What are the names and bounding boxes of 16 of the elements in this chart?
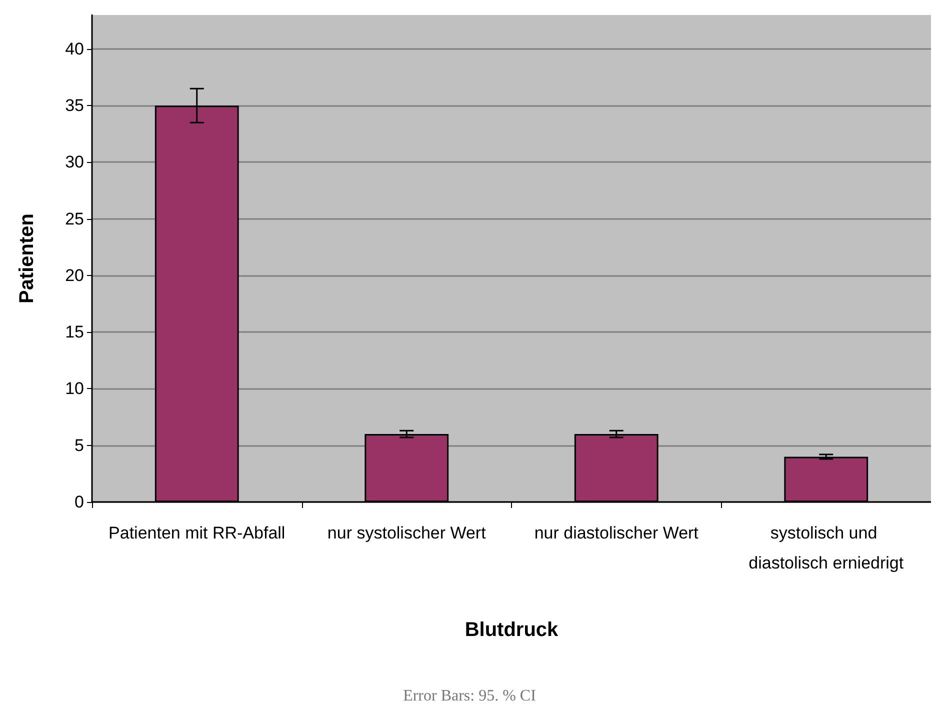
x-tick-label: systolisch und diastolisch erniedrigt	[748, 524, 904, 572]
y-tick-label: 0	[74, 492, 84, 512]
y-tick-label: 20	[65, 266, 84, 285]
y-tick-label: 15	[65, 322, 84, 342]
text: Error Bars: 95. % CI	[403, 688, 536, 704]
x-tick-label: Patienten mit RR-Abfall	[108, 524, 286, 542]
y-tick-label: 5	[74, 436, 84, 455]
y-tick-label: 35	[65, 96, 84, 116]
y-axis-title: Patienten	[16, 213, 38, 304]
y-tick-label: 25	[65, 209, 84, 228]
y-tick-label: 10	[65, 379, 84, 398]
y-tick-label: 30	[65, 152, 84, 172]
x-tick-label: nur diastolischer Wert	[534, 524, 699, 542]
x-tick-label: nur systolischer Wert	[327, 524, 486, 542]
x-axis-title: Blutdruck	[464, 619, 560, 641]
y-tick-label: 40	[65, 39, 84, 58]
